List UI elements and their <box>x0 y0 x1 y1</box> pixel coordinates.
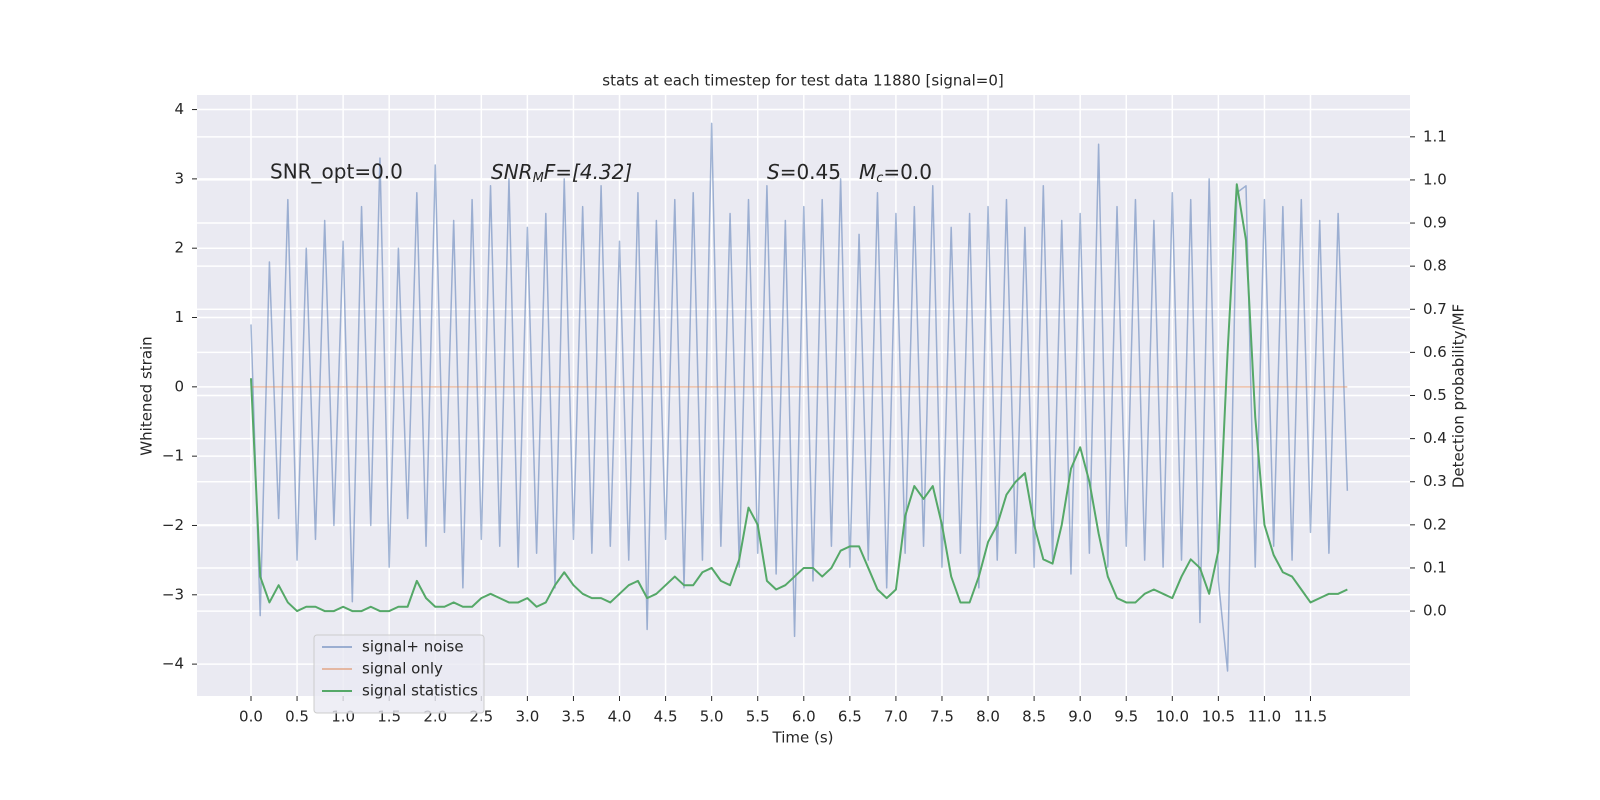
y-tick-label: 2 <box>174 239 184 257</box>
y2-tick-label: 0.4 <box>1423 429 1447 447</box>
series-group <box>249 122 1349 672</box>
y2-tick-label: 0.8 <box>1423 257 1447 275</box>
y-tick-label: 0 <box>174 377 184 395</box>
y-tick-label: 3 <box>174 169 184 187</box>
annotation-part: =0.0 <box>883 160 932 184</box>
x-tick-label: 6.0 <box>792 708 816 726</box>
annotation-part: c <box>876 171 883 186</box>
y-tick-label: −2 <box>162 516 184 534</box>
x-tick-label: 10.5 <box>1202 708 1235 726</box>
y-axis-label: Whitened strain <box>138 336 156 455</box>
x-tick-label: 8.0 <box>976 708 1000 726</box>
chart-title: stats at each timestep for test data 118… <box>602 72 1003 90</box>
series-line <box>250 122 1349 672</box>
legend-label: signal+ noise <box>362 638 464 656</box>
y2-tick-label: 0.5 <box>1423 386 1447 404</box>
y-tick-label: −4 <box>162 655 184 673</box>
annotation: SNRMF=[4.32] <box>491 160 632 186</box>
annotation-part: M <box>533 171 544 186</box>
y2-tick-label: 0.0 <box>1423 602 1447 620</box>
annotation: Mc=0.0 <box>859 160 932 186</box>
x-tick-label: 8.5 <box>1022 708 1046 726</box>
y2-tick-label: 0.7 <box>1423 300 1447 318</box>
legend-label: signal only <box>362 660 443 678</box>
x-tick-label: 4.0 <box>608 708 632 726</box>
y-tick-label: −3 <box>162 585 184 603</box>
x-tick-label: 3.0 <box>515 708 539 726</box>
x-tick-label: 10.0 <box>1156 708 1189 726</box>
y2-tick-label: 0.9 <box>1423 214 1447 232</box>
x-tick-label: 3.5 <box>562 708 586 726</box>
legend-box <box>313 634 485 714</box>
y2-axis-label: Detection probability/MF <box>1450 304 1468 488</box>
x-tick-label: 11.5 <box>1294 708 1327 726</box>
annotation-part: =0.45 <box>780 160 841 184</box>
annotation-part: M <box>859 160 876 184</box>
x-axis-label: Time (s) <box>772 729 834 747</box>
x-tick-label: 0.0 <box>239 708 263 726</box>
x-tick-label: 6.5 <box>838 708 862 726</box>
legend: signal+ noise signal only signal statistic… <box>313 634 485 714</box>
ticks: 0.0 0.5 1.0 1.5 2.0 2.5 3.0 3.5 4.0 4.5 5.0 5.5 6.0 6… <box>162 100 1447 725</box>
y2-tick-label: 1.1 <box>1423 127 1447 145</box>
x-tick-label: 9.0 <box>1068 708 1092 726</box>
x-tick-label: 7.5 <box>930 708 954 726</box>
annotation-part: F=[4.32] <box>544 160 632 184</box>
y-tick-label: 1 <box>174 308 184 326</box>
y2-tick-label: 1.0 <box>1423 170 1447 188</box>
annotation: SNR_opt=0.0 <box>270 160 403 184</box>
x-tick-label: 7.0 <box>884 708 908 726</box>
x-tick-label: 11.0 <box>1248 708 1281 726</box>
x-tick-label: 5.5 <box>746 708 770 726</box>
legend-label: signal statistics <box>362 682 478 700</box>
x-tick-label: 9.5 <box>1114 708 1138 726</box>
annotation: S=0.45 <box>767 160 841 184</box>
x-tick-label: 5.0 <box>700 708 724 726</box>
y2-tick-label: 0.6 <box>1423 343 1447 361</box>
annotation-part: SNR <box>491 160 533 184</box>
y2-tick-label: 0.1 <box>1423 558 1447 576</box>
y2-tick-label: 0.2 <box>1423 515 1447 533</box>
y-tick-label: −1 <box>162 447 184 465</box>
x-tick-label: 0.5 <box>285 708 309 726</box>
y-tick-label: 4 <box>174 100 184 118</box>
annotation-part: S <box>767 160 780 184</box>
series-line <box>249 183 1348 613</box>
x-tick-label: 4.5 <box>654 708 678 726</box>
y2-tick-label: 0.3 <box>1423 472 1447 490</box>
